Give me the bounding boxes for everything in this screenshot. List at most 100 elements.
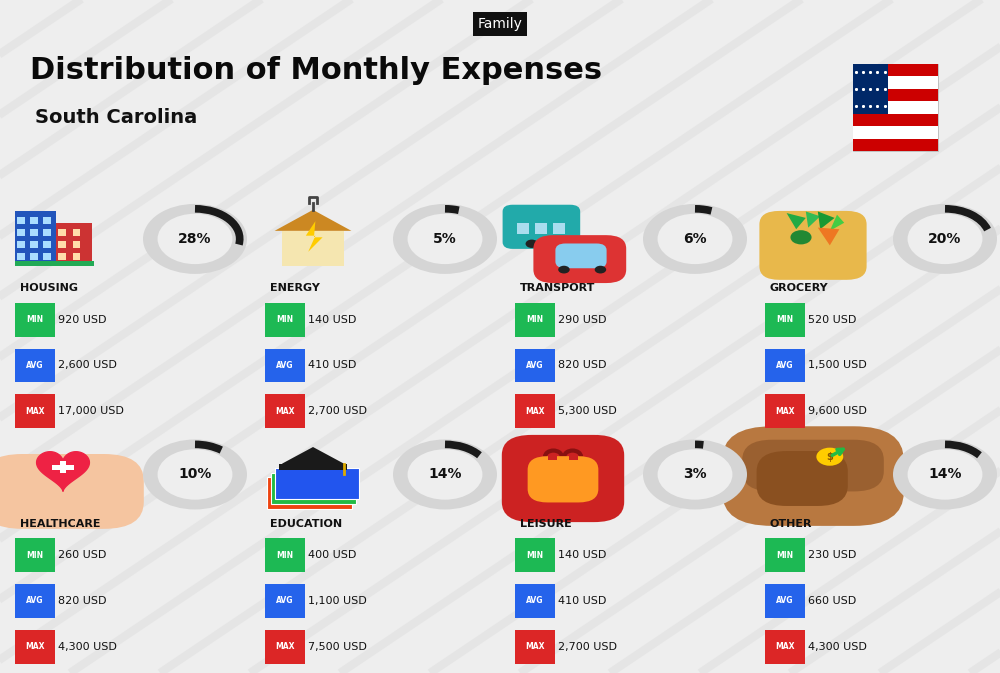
- Bar: [282, 231, 344, 267]
- Text: 140 USD: 140 USD: [308, 315, 356, 324]
- Polygon shape: [818, 211, 835, 229]
- Text: MAX: MAX: [525, 642, 545, 651]
- Text: AVG: AVG: [276, 596, 294, 606]
- Text: MIN: MIN: [276, 551, 294, 560]
- FancyBboxPatch shape: [0, 454, 144, 529]
- FancyBboxPatch shape: [515, 538, 555, 572]
- Bar: [30, 229, 38, 236]
- Bar: [17, 253, 25, 260]
- Bar: [30, 241, 38, 248]
- FancyBboxPatch shape: [265, 584, 305, 618]
- Text: 230 USD: 230 USD: [808, 551, 856, 560]
- Text: 17,000 USD: 17,000 USD: [58, 406, 124, 416]
- FancyBboxPatch shape: [533, 235, 626, 283]
- Text: 820 USD: 820 USD: [58, 596, 106, 606]
- Text: AVG: AVG: [526, 596, 544, 606]
- Bar: [73, 241, 80, 248]
- Bar: [852, 77, 938, 89]
- FancyBboxPatch shape: [15, 303, 55, 336]
- FancyBboxPatch shape: [765, 630, 805, 664]
- FancyBboxPatch shape: [765, 538, 805, 572]
- Text: 10%: 10%: [178, 468, 212, 481]
- Text: 400 USD: 400 USD: [308, 551, 356, 560]
- Bar: [73, 229, 80, 236]
- Bar: [553, 223, 565, 234]
- Text: MIN: MIN: [526, 551, 544, 560]
- Text: 2,700 USD: 2,700 USD: [558, 642, 617, 651]
- Text: 2,600 USD: 2,600 USD: [58, 361, 117, 370]
- FancyBboxPatch shape: [275, 468, 359, 499]
- Text: MAX: MAX: [775, 642, 795, 651]
- Circle shape: [393, 439, 497, 509]
- Text: South Carolina: South Carolina: [35, 108, 197, 127]
- FancyBboxPatch shape: [515, 303, 555, 336]
- Bar: [517, 223, 529, 234]
- Text: 14%: 14%: [928, 468, 962, 481]
- Circle shape: [893, 439, 997, 509]
- FancyBboxPatch shape: [765, 584, 805, 618]
- FancyBboxPatch shape: [722, 426, 904, 526]
- FancyBboxPatch shape: [759, 211, 867, 280]
- Bar: [60, 460, 66, 473]
- FancyBboxPatch shape: [502, 435, 624, 522]
- Bar: [58, 229, 66, 236]
- Circle shape: [643, 439, 747, 509]
- Text: MIN: MIN: [276, 315, 294, 324]
- Text: Distribution of Monthly Expenses: Distribution of Monthly Expenses: [30, 56, 602, 85]
- Text: 1,100 USD: 1,100 USD: [308, 596, 367, 606]
- Circle shape: [143, 439, 247, 509]
- Bar: [17, 241, 25, 248]
- FancyBboxPatch shape: [515, 349, 555, 382]
- Text: 260 USD: 260 USD: [58, 551, 106, 560]
- Text: 140 USD: 140 USD: [558, 551, 606, 560]
- FancyBboxPatch shape: [15, 538, 55, 572]
- Text: 20%: 20%: [928, 232, 962, 246]
- FancyBboxPatch shape: [515, 394, 555, 428]
- Text: AVG: AVG: [26, 596, 44, 606]
- Text: 520 USD: 520 USD: [808, 315, 856, 324]
- Text: ENERGY: ENERGY: [270, 283, 320, 293]
- Bar: [569, 455, 578, 460]
- Text: HOUSING: HOUSING: [20, 283, 78, 293]
- Circle shape: [158, 450, 232, 499]
- Text: OTHER: OTHER: [770, 519, 812, 528]
- FancyBboxPatch shape: [15, 349, 55, 382]
- Text: 1,500 USD: 1,500 USD: [808, 361, 867, 370]
- Bar: [30, 253, 38, 260]
- Text: MIN: MIN: [776, 315, 794, 324]
- Text: 410 USD: 410 USD: [558, 596, 606, 606]
- Text: MAX: MAX: [775, 406, 795, 416]
- Polygon shape: [806, 211, 820, 227]
- Polygon shape: [37, 452, 89, 491]
- Text: AVG: AVG: [26, 361, 44, 370]
- Bar: [56, 223, 92, 267]
- Text: 2,700 USD: 2,700 USD: [308, 406, 367, 416]
- FancyBboxPatch shape: [765, 303, 805, 336]
- Bar: [17, 229, 25, 236]
- FancyBboxPatch shape: [742, 439, 884, 491]
- FancyBboxPatch shape: [757, 451, 848, 506]
- Text: HEALTHCARE: HEALTHCARE: [20, 519, 100, 528]
- Bar: [73, 253, 80, 260]
- Bar: [535, 223, 547, 234]
- FancyBboxPatch shape: [555, 244, 607, 269]
- FancyBboxPatch shape: [271, 472, 356, 504]
- Circle shape: [893, 204, 997, 274]
- Polygon shape: [275, 210, 351, 231]
- Text: AVG: AVG: [776, 596, 794, 606]
- FancyBboxPatch shape: [528, 456, 598, 503]
- Text: GROCERY: GROCERY: [770, 283, 829, 293]
- Bar: [548, 455, 557, 460]
- FancyBboxPatch shape: [515, 584, 555, 618]
- FancyBboxPatch shape: [15, 394, 55, 428]
- Text: MAX: MAX: [275, 406, 295, 416]
- Circle shape: [658, 450, 732, 499]
- FancyBboxPatch shape: [265, 538, 305, 572]
- FancyBboxPatch shape: [265, 630, 305, 664]
- Bar: [279, 464, 347, 470]
- Circle shape: [526, 240, 538, 248]
- FancyBboxPatch shape: [765, 394, 805, 428]
- Text: LEISURE: LEISURE: [520, 519, 572, 528]
- Text: 290 USD: 290 USD: [558, 315, 606, 324]
- Text: 410 USD: 410 USD: [308, 361, 356, 370]
